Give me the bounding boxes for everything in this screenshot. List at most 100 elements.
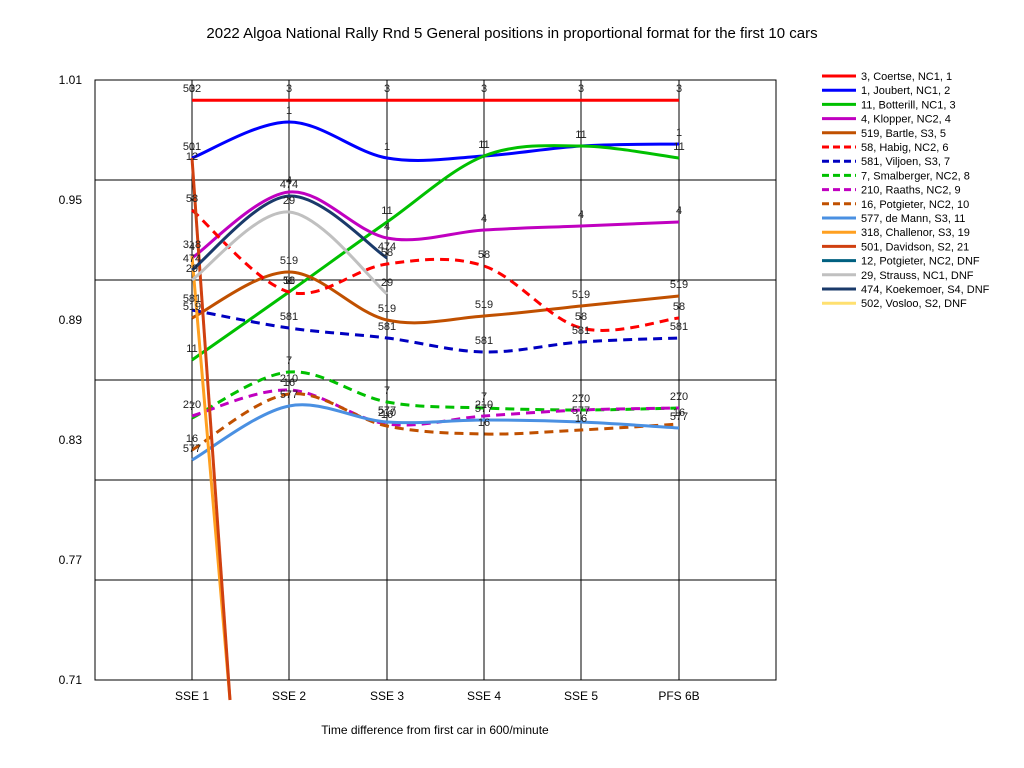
series-line: [191, 208, 680, 332]
data-label: 318: [183, 239, 201, 251]
series-line: [191, 194, 388, 272]
series-line: [191, 308, 680, 354]
data-label: 29: [186, 263, 198, 275]
series-line: [191, 190, 680, 260]
data-label: 519: [670, 279, 688, 291]
data-label: 577: [475, 403, 493, 415]
x-tick-label: SSE 4: [467, 689, 501, 703]
data-label: 7: [384, 385, 390, 397]
legend-entry: 58, Habig, NC2, 6: [861, 142, 948, 154]
data-label: 519: [280, 255, 298, 267]
data-label: 58: [673, 301, 685, 313]
x-tick-label: SSE 2: [272, 689, 306, 703]
legend-entry: 502, Vosloo, S2, DNF: [861, 298, 967, 310]
data-label: 58: [381, 247, 393, 259]
data-label: 29: [283, 195, 295, 207]
data-label: 577: [183, 443, 201, 455]
data-label: 577: [572, 405, 590, 417]
legend-entry: 210, Raaths, NC2, 9: [861, 185, 961, 197]
data-label: 4: [384, 221, 390, 233]
legend: 3, Coertse, NC1, 1 1, Joubert, NC1, 2 11, …: [822, 71, 990, 310]
y-axis-ticks: 1.01 0.95 0.89 0.83 0.77 0.71: [59, 73, 83, 687]
data-label: 210: [280, 373, 298, 385]
x-tick-label: SSE 5: [564, 689, 598, 703]
data-label: 210: [183, 399, 201, 411]
data-label: 11: [673, 141, 684, 153]
data-label: 12: [186, 151, 198, 163]
series-line: [191, 388, 680, 427]
legend-entry: 501, Davidson, S2, 21: [861, 241, 969, 253]
data-label: 58: [186, 193, 198, 205]
y-tick-label: 0.71: [59, 673, 83, 687]
data-label: 577: [670, 411, 688, 423]
data-label: 11: [575, 129, 586, 141]
data-label: 4: [189, 241, 195, 253]
data-label: 581: [183, 293, 201, 305]
series-line: [191, 270, 680, 325]
data-label: 16: [186, 433, 198, 445]
data-label: 11: [478, 139, 489, 151]
x-tick-label: SSE 1: [175, 689, 209, 703]
data-label: 581: [475, 335, 493, 347]
data-label: 7: [676, 391, 682, 403]
data-label: 16: [381, 409, 393, 421]
data-label: 7: [286, 355, 292, 367]
data-label: 16: [575, 413, 587, 425]
data-label: 58: [283, 275, 295, 287]
data-label: 519: [378, 303, 396, 315]
data-label: 519: [183, 301, 201, 313]
data-label: 577: [378, 405, 396, 417]
data-label: 1: [189, 141, 195, 153]
data-label: 577: [280, 389, 298, 401]
y-tick-label: 0.83: [59, 433, 83, 447]
data-label: 3: [578, 83, 584, 95]
x-axis-ticks: SSE 1 SSE 2 SSE 3 SSE 4 SSE 5 PFS 6B: [175, 689, 700, 703]
data-label: 16: [283, 377, 295, 389]
y-tick-label: 0.77: [59, 553, 83, 567]
x-axis-label: Time difference from first car in 600/mi…: [321, 723, 549, 737]
grid-lines: [95, 80, 776, 680]
data-label: 4: [286, 175, 292, 187]
legend-entry: 474, Koekemoer, S4, DNF: [861, 284, 990, 296]
data-label: 581: [670, 321, 688, 333]
series-line: [190, 157, 232, 701]
data-label: 1: [578, 129, 584, 141]
series-line: [191, 403, 680, 462]
legend-entry: 1, Joubert, NC1, 2: [861, 85, 950, 97]
y-tick-label: 0.95: [59, 193, 83, 207]
data-label: 519: [572, 289, 590, 301]
data-label: 502: [183, 83, 201, 95]
data-label: 7: [481, 391, 487, 403]
legend-entry: 16, Potgieter, NC2, 10: [861, 199, 969, 211]
data-label: 7: [578, 393, 584, 405]
series-lines: [190, 98, 680, 701]
data-label: 210: [475, 399, 493, 411]
data-label: 1: [384, 141, 390, 153]
data-label: 1: [286, 105, 292, 117]
data-label: 16: [478, 417, 490, 429]
data-label: 474: [378, 241, 396, 253]
data-label: 1: [481, 139, 487, 151]
data-label: 501: [183, 141, 201, 153]
series-line: [191, 144, 680, 362]
data-label: 581: [280, 311, 298, 323]
legend-entry: 581, Viljoen, S3, 7: [861, 156, 950, 168]
data-label: 3: [481, 83, 487, 95]
series-line: [191, 392, 680, 452]
data-label: 1: [676, 127, 682, 139]
data-label: 16: [673, 407, 685, 419]
x-tick-label: SSE 3: [370, 689, 404, 703]
data-label: 4: [676, 205, 682, 217]
x-tick-label: PFS 6B: [658, 689, 699, 703]
data-label: 11: [186, 343, 197, 355]
data-label: 474: [183, 253, 201, 265]
chart-title: 2022 Algoa National Rally Rnd 5 General …: [206, 25, 817, 42]
data-label: 3: [189, 83, 195, 95]
data-label: 11: [381, 205, 392, 217]
legend-entry: 12, Potgieter, NC2, DNF: [861, 256, 980, 268]
data-label: 519: [475, 299, 493, 311]
legend-entry: 29, Strauss, NC1, DNF: [861, 270, 974, 282]
y-tick-label: 1.01: [59, 73, 83, 87]
